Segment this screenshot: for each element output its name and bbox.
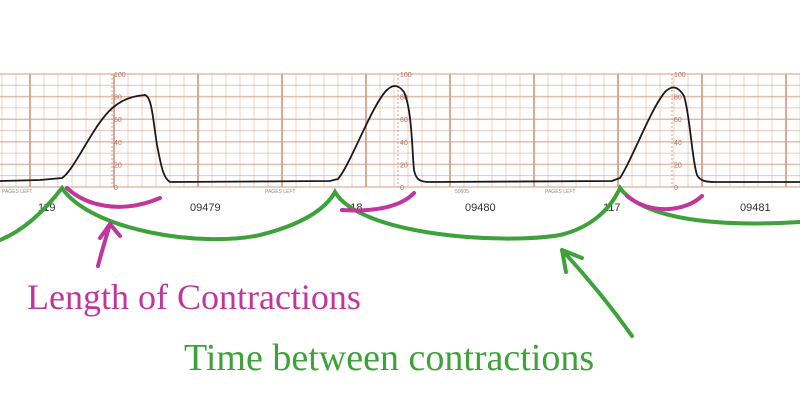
strip-numbers: 119 09479 118 09480 117 09481	[38, 202, 771, 214]
paper-mark: PAGES LEFT	[545, 189, 575, 195]
scale-columns: 100 80 60 40 20 0 100 80 60 40 20 0 100 80 60 40 20 0 PAGE…	[2, 72, 686, 195]
scale-label: 0	[674, 185, 678, 192]
between-arc	[0, 184, 800, 242]
scale-label: 80	[674, 95, 682, 102]
scale-label: 60	[674, 117, 682, 124]
strip-number: 09479	[190, 202, 221, 214]
strip-grid	[0, 73, 800, 188]
scale-label: 20	[400, 162, 408, 169]
scale-label: 20	[674, 162, 682, 169]
time-between-contractions-label: Time between contractions	[184, 337, 595, 379]
scale-label: 60	[400, 117, 408, 124]
between-arrow	[560, 248, 634, 338]
scale-label: 100	[400, 72, 412, 79]
scale-label: 0	[400, 185, 404, 192]
scale-label: 60	[114, 117, 122, 124]
length-arrow	[96, 222, 122, 268]
length-arc	[65, 186, 704, 213]
scale-label: 40	[114, 140, 122, 147]
strip-number: 09480	[465, 202, 496, 214]
scale-label: 100	[674, 72, 686, 79]
scale-label: 80	[400, 95, 408, 102]
strip-number: 09481	[740, 202, 771, 214]
scale-label: 20	[114, 162, 122, 169]
contraction-trace	[0, 85, 800, 183]
scale-label: 0	[114, 185, 118, 192]
scale-label: 40	[674, 140, 682, 147]
scale-label: 100	[114, 72, 126, 79]
paper-mark: PAGES LEFT	[2, 189, 32, 195]
scale-label: 40	[400, 140, 408, 147]
paper-mark: 50605	[455, 189, 469, 195]
scale-label: 80	[114, 95, 122, 102]
paper-mark: PAGES LEFT	[265, 189, 295, 195]
length-of-contractions-label: Length of Contractions	[27, 277, 361, 317]
